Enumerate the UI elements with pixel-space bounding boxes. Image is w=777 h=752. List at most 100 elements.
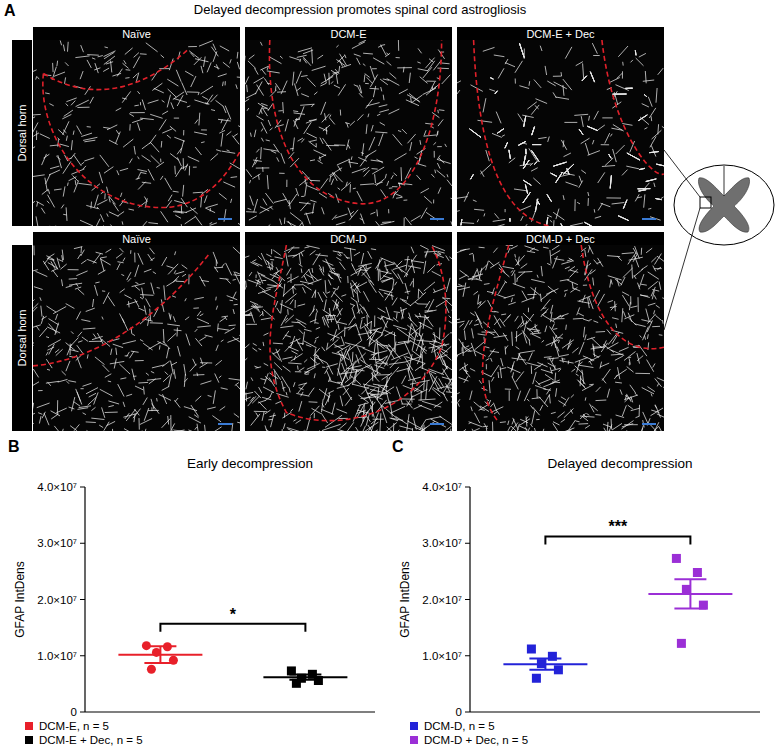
error-cap bbox=[529, 669, 561, 671]
y-tick bbox=[465, 655, 470, 656]
spinal-cord-schematic bbox=[664, 150, 774, 330]
column-header: DCM-D + Dec bbox=[526, 233, 595, 245]
micrograph bbox=[245, 245, 452, 431]
pointer-line bbox=[664, 150, 700, 197]
outline bbox=[43, 49, 240, 207]
legend-swatch bbox=[25, 722, 33, 730]
micrograph-bg bbox=[245, 40, 452, 226]
panel-title: Delayed decompression promotes spinal co… bbox=[194, 2, 527, 17]
micrograph bbox=[245, 40, 452, 226]
texture bbox=[245, 245, 452, 431]
y-tick-label: 1.0×10⁷ bbox=[37, 650, 77, 662]
column-header: Naïve bbox=[122, 233, 151, 245]
chart-title: Early decompression bbox=[187, 456, 313, 471]
scale-bar bbox=[218, 423, 232, 425]
micrograph bbox=[33, 40, 240, 226]
significance-bracket bbox=[545, 536, 690, 544]
plot-area bbox=[503, 554, 732, 683]
figure: A B C Delayed decompression promotes spinal… bbox=[0, 0, 777, 752]
y-tick bbox=[80, 487, 85, 488]
data-point bbox=[147, 665, 156, 674]
y-tick-label: 3.0×10⁷ bbox=[37, 537, 77, 549]
error-stem bbox=[544, 659, 546, 670]
x-axis bbox=[470, 711, 760, 712]
legend-label: DCM-D, n = 5 bbox=[424, 720, 495, 732]
error-stem bbox=[689, 579, 691, 608]
error-cap bbox=[144, 645, 176, 647]
column-header-bg bbox=[33, 27, 240, 40]
column-header: Naïve bbox=[122, 28, 151, 40]
legend-swatch bbox=[410, 722, 418, 730]
legend-label: DCM-D + Dec, n = 5 bbox=[424, 734, 528, 746]
y-axis-label: GFAP IntDens bbox=[398, 561, 412, 637]
column-header-bg bbox=[245, 232, 452, 245]
chart: Delayed decompressionGFAP IntDens01.0×10… bbox=[398, 456, 760, 746]
y-tick-label: 4.0×10⁷ bbox=[422, 481, 462, 493]
data-point bbox=[677, 639, 686, 648]
y-tick bbox=[465, 543, 470, 544]
y-tick bbox=[80, 655, 85, 656]
texture bbox=[33, 246, 240, 432]
pointer-line bbox=[664, 208, 700, 330]
micrograph bbox=[33, 245, 240, 431]
panel-label: C bbox=[392, 438, 404, 455]
row-label-bg bbox=[12, 40, 32, 226]
column-header-bg bbox=[33, 232, 240, 245]
row-label: Dorsal horn bbox=[16, 310, 28, 367]
error-bar bbox=[144, 646, 176, 663]
outline bbox=[270, 245, 446, 421]
micrograph bbox=[457, 40, 664, 226]
panel-label: A bbox=[4, 2, 16, 19]
data-point bbox=[532, 674, 541, 683]
error-stem bbox=[159, 646, 161, 663]
row-label: Dorsal horn bbox=[16, 105, 28, 162]
y-tick-label: 2.0×10⁷ bbox=[37, 594, 77, 606]
scale-bar bbox=[218, 218, 232, 220]
scale-bar bbox=[430, 218, 444, 220]
y-tick-label: 3.0×10⁷ bbox=[422, 537, 462, 549]
y-tick-label: 2.0×10⁷ bbox=[422, 594, 462, 606]
significance-bracket bbox=[160, 624, 305, 632]
micrograph bbox=[457, 245, 664, 431]
texture bbox=[457, 43, 664, 226]
plot-area bbox=[118, 641, 347, 688]
y-tick-label: 0 bbox=[456, 706, 462, 718]
scale-bar bbox=[642, 218, 656, 220]
x-axis bbox=[85, 711, 375, 712]
y-axis-label: GFAP IntDens bbox=[13, 561, 27, 637]
cord-outline bbox=[674, 165, 774, 245]
error-cap bbox=[529, 658, 561, 660]
series bbox=[263, 666, 347, 687]
error-bar bbox=[289, 675, 321, 680]
texture bbox=[33, 41, 240, 227]
column-header: DCM-E bbox=[330, 28, 366, 40]
error-cap bbox=[289, 674, 321, 676]
column-header: DCM-D bbox=[330, 233, 367, 245]
data-point bbox=[527, 645, 536, 654]
scale-bar bbox=[430, 423, 444, 425]
chart: Early decompression GFAP IntDens 0 1.0×10⁷ 2… bbox=[13, 456, 375, 746]
micrograph-bg bbox=[457, 40, 664, 226]
y-tick-label: 0 bbox=[71, 706, 77, 718]
error-bar bbox=[674, 579, 706, 608]
outline bbox=[269, 40, 441, 204]
column-header-bg bbox=[457, 232, 664, 245]
error-cap bbox=[674, 578, 706, 580]
y-tick-label: 4.0×10⁷ bbox=[37, 481, 77, 493]
error-cap bbox=[289, 679, 321, 681]
data-point bbox=[693, 568, 702, 577]
column-header-bg bbox=[245, 27, 452, 40]
series bbox=[503, 645, 587, 683]
chart-title: Delayed decompression bbox=[548, 456, 693, 471]
series bbox=[118, 641, 202, 674]
panel-label: B bbox=[8, 438, 20, 455]
outline bbox=[483, 245, 664, 422]
series bbox=[648, 554, 732, 648]
scale-bar bbox=[642, 423, 656, 425]
data-point bbox=[672, 554, 681, 563]
y-tick bbox=[465, 599, 470, 600]
legend-label: DCM-E + Dec, n = 5 bbox=[39, 734, 143, 746]
y-tick bbox=[80, 599, 85, 600]
texture bbox=[457, 245, 664, 431]
column-header: DCM-E + Dec bbox=[526, 28, 595, 40]
